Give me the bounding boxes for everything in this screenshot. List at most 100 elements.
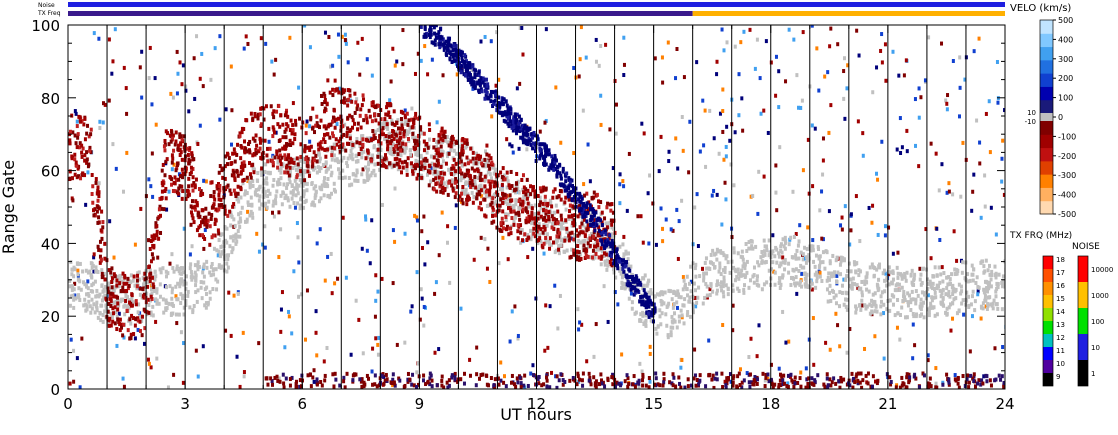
series-point	[184, 281, 188, 286]
series-point	[328, 135, 332, 140]
noise-point	[323, 163, 327, 168]
noise-point	[955, 258, 959, 263]
series-point	[939, 272, 943, 277]
series-point	[577, 231, 581, 236]
noise-point	[951, 59, 955, 64]
series-point	[606, 263, 610, 268]
series-point	[186, 194, 190, 199]
series-point	[564, 207, 568, 212]
series-point	[324, 169, 328, 174]
near-range-point	[918, 385, 922, 389]
noise-point	[762, 108, 766, 113]
series-point	[344, 148, 348, 153]
series-point	[495, 225, 499, 230]
noise-point	[149, 184, 153, 189]
series-point	[313, 203, 317, 208]
series-point	[879, 299, 883, 304]
noise-point	[811, 184, 815, 189]
series-point	[345, 134, 349, 139]
noise-point	[648, 173, 652, 178]
series-point	[125, 281, 129, 286]
noise-point	[934, 151, 938, 156]
near-range-point	[351, 378, 355, 383]
noise-point	[807, 337, 811, 342]
noise-point	[559, 140, 563, 145]
series-point	[910, 289, 914, 294]
series-point	[75, 124, 79, 129]
noise-point	[198, 123, 202, 128]
series-point	[148, 275, 152, 280]
noise-point	[737, 72, 741, 77]
series-point	[689, 289, 693, 294]
series-point	[373, 162, 377, 167]
series-point	[860, 279, 864, 284]
series-point	[303, 178, 307, 183]
series-point	[122, 289, 126, 294]
series-point	[159, 196, 163, 201]
series-point	[451, 164, 455, 169]
series-point	[156, 255, 160, 260]
series-point	[516, 229, 520, 234]
near-range-point	[710, 377, 714, 382]
near-range-point	[315, 382, 319, 387]
noise-point	[976, 289, 980, 294]
noise-point	[475, 345, 479, 350]
series-point	[283, 146, 287, 151]
series-point	[479, 188, 483, 193]
series-point	[129, 332, 133, 337]
series-point	[745, 270, 749, 275]
series-point	[202, 246, 206, 251]
series-point	[107, 301, 111, 306]
series-point	[196, 260, 200, 265]
noise-point	[614, 102, 618, 107]
near-range-point	[485, 382, 489, 387]
series-point	[400, 119, 404, 124]
series-point	[262, 194, 266, 199]
series-point	[829, 299, 833, 304]
series-point	[73, 152, 77, 157]
series-point	[285, 141, 289, 146]
series-point	[559, 222, 563, 227]
series-point	[356, 121, 360, 126]
series-point	[646, 281, 650, 286]
series-point	[288, 128, 292, 133]
near-range-point	[840, 379, 844, 384]
series-point	[291, 166, 295, 171]
series-point	[454, 161, 458, 166]
series-point	[918, 313, 922, 318]
series-point	[204, 301, 208, 306]
series-point	[461, 184, 465, 189]
near-range-point	[641, 372, 645, 377]
series-point	[194, 277, 198, 282]
series-point	[205, 265, 209, 270]
series-point	[415, 162, 419, 167]
noise-point	[112, 255, 116, 260]
noise-point	[422, 304, 426, 309]
series-point	[390, 165, 394, 170]
noise-point	[195, 34, 199, 39]
series-point	[441, 176, 445, 181]
series-point	[981, 306, 985, 311]
series-point	[283, 129, 287, 134]
series-point	[737, 276, 741, 281]
series-point	[552, 221, 556, 226]
near-range-point	[265, 376, 269, 381]
series-point	[696, 295, 700, 300]
series-point	[626, 262, 630, 267]
near-range-point	[345, 371, 349, 376]
noise-point	[190, 244, 194, 249]
series-point	[77, 114, 81, 119]
series-point	[548, 201, 552, 206]
series-point	[258, 140, 262, 145]
series-point	[91, 281, 95, 286]
series-point	[232, 173, 236, 178]
near-range-point	[900, 375, 904, 380]
near-range-point	[677, 375, 681, 380]
near-range-point	[798, 376, 802, 381]
series-point	[289, 118, 293, 123]
near-range-point	[588, 375, 592, 380]
noise-point	[193, 96, 197, 101]
series-point	[232, 188, 236, 193]
series-point	[162, 310, 166, 315]
series-point	[538, 232, 542, 237]
